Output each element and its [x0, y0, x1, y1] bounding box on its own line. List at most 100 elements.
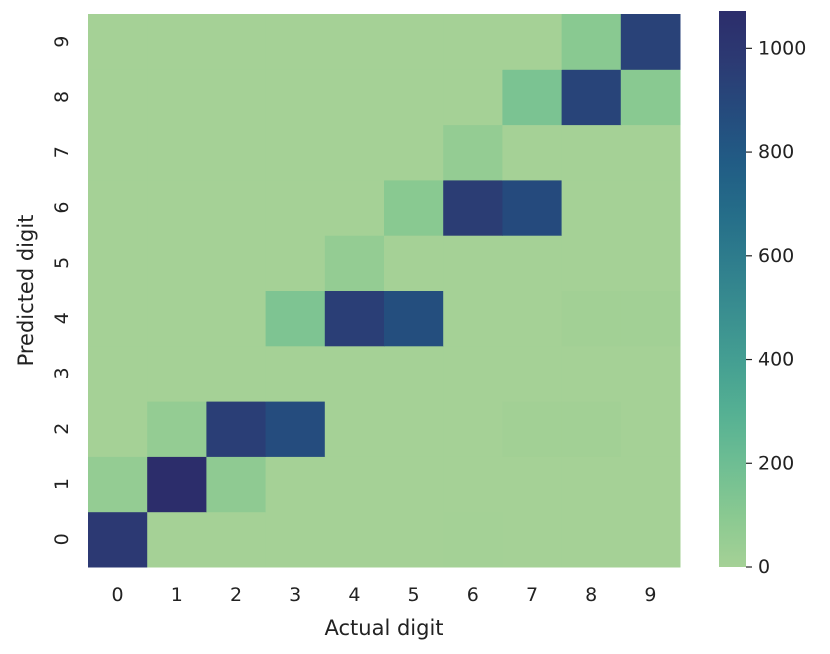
heatmap-cell-pred2-actual4	[324, 401, 385, 457]
heatmap-cell-pred4-actual3	[265, 290, 326, 347]
x-tick-label: 4	[348, 584, 360, 606]
colorbar-tick-label: 600	[758, 245, 794, 267]
heatmap-cell-pred6-actual7	[502, 179, 563, 236]
colorbar-gradient	[719, 11, 746, 567]
heatmap-cell-pred9-actual1	[147, 14, 207, 70]
heatmap-cell-pred9-actual5	[384, 14, 444, 70]
heatmap-cell-pred4-actual0	[88, 290, 148, 347]
heatmap-cell-pred6-actual3	[265, 179, 326, 236]
heatmap-cell-pred8-actual0	[88, 69, 148, 126]
heatmap-cell-pred5-actual2	[206, 235, 267, 291]
x-tick-label: 7	[526, 584, 538, 606]
y-tick-label: 4	[51, 312, 73, 324]
heatmap-cell-pred6-actual6	[443, 179, 503, 236]
y-tick-label: 9	[51, 36, 73, 48]
heatmap-cell-pred5-actual9	[620, 235, 681, 291]
heatmap-cell-pred1-actual4	[324, 456, 385, 513]
heatmap-cell-pred5-actual7	[502, 235, 563, 291]
heatmap-cell-pred5-actual5	[384, 235, 444, 291]
heatmap-cell-pred9-actual9	[620, 14, 681, 70]
heatmap-cell-pred1-actual0	[88, 456, 148, 513]
heatmap-cell-pred0-actual1	[147, 511, 207, 568]
heatmap-cell-pred7-actual1	[147, 124, 207, 181]
heatmap-cell-pred2-actual6	[443, 401, 503, 457]
heatmap-cell-pred9-actual4	[324, 14, 385, 70]
x-tick-label: 3	[289, 584, 301, 606]
heatmap-cell-pred8-actual7	[502, 69, 563, 126]
heatmap-cell-pred6-actual4	[324, 179, 385, 236]
heatmap-cell-pred1-actual3	[265, 456, 326, 513]
heatmap-cell-pred2-actual8	[561, 401, 622, 457]
colorbar-ticks: 0 200 400 600 800 1000	[746, 37, 806, 578]
heatmap-cell-pred9-actual2	[206, 14, 267, 70]
heatmap-cell-pred3-actual7	[502, 345, 563, 402]
heatmap-cell-pred0-actual9	[620, 511, 681, 568]
colorbar	[719, 11, 746, 567]
heatmap-cell-pred9-actual0	[88, 14, 148, 70]
heatmap-cell-pred6-actual0	[88, 179, 148, 236]
x-tick-label: 6	[467, 584, 479, 606]
heatmap-cell-pred6-actual2	[206, 179, 267, 236]
heatmap-cell-pred9-actual8	[561, 14, 622, 70]
heatmap-cell-pred0-actual5	[384, 511, 444, 568]
heatmap-cell-pred2-actual2	[206, 401, 267, 457]
y-axis-label: Predicted digit	[14, 215, 38, 367]
heatmap-cell-pred1-actual6	[443, 456, 503, 513]
y-axis-ticks: 0 1 2 3 4 5 6 7 8 9	[51, 36, 73, 546]
heatmap-cell-pred5-actual0	[88, 235, 148, 291]
y-tick-label: 1	[51, 478, 73, 490]
heatmap-cell-pred3-actual9	[620, 345, 681, 402]
heatmap-cell-pred1-actual8	[561, 456, 622, 513]
heatmap-cell-pred5-actual4	[324, 235, 385, 291]
heatmap-cell-pred7-actual2	[206, 124, 267, 181]
heatmap-cell-pred3-actual2	[206, 345, 267, 402]
heatmap-cell-pred9-actual6	[443, 14, 503, 70]
heatmap-cell-pred4-actual2	[206, 290, 267, 347]
heatmap-cell-pred5-actual1	[147, 235, 207, 291]
heatmap-cell-pred4-actual5	[384, 290, 444, 347]
x-tick-label: 0	[112, 584, 124, 606]
heatmap-cell-pred7-actual7	[502, 124, 563, 181]
heatmap-cell-pred0-actual7	[502, 511, 563, 568]
heatmap-cell-pred8-actual6	[443, 69, 503, 126]
heatmap-cell-pred9-actual3	[265, 14, 326, 70]
heatmap-cell-pred0-actual3	[265, 511, 326, 568]
heatmap-cell-pred4-actual6	[443, 290, 503, 347]
heatmap-cell-pred7-actual9	[620, 124, 681, 181]
heatmap-cell-pred8-actual8	[561, 69, 622, 126]
heatmap-cell-pred3-actual1	[147, 345, 207, 402]
heatmap-cell-pred6-actual1	[147, 179, 207, 236]
heatmap-cell-pred4-actual7	[502, 290, 563, 347]
heatmap-cell-pred2-actual3	[265, 401, 326, 457]
y-tick-label: 3	[51, 367, 73, 379]
x-axis-ticks: 0 1 2 3 4 5 6 7 8 9	[112, 584, 657, 606]
heatmap-cell-pred9-actual7	[502, 14, 563, 70]
heatmap-cell-pred5-actual8	[561, 235, 622, 291]
x-tick-label: 2	[230, 584, 242, 606]
y-tick-label: 7	[51, 146, 73, 158]
x-tick-label: 9	[644, 584, 656, 606]
colorbar-tick-label: 800	[758, 141, 794, 163]
heatmap-cell-pred5-actual3	[265, 235, 326, 291]
heatmap-cells	[88, 14, 681, 568]
heatmap-cell-pred6-actual9	[620, 179, 681, 236]
colorbar-tick-label: 0	[758, 556, 770, 578]
heatmap-cell-pred8-actual2	[206, 69, 267, 126]
heatmap-cell-pred3-actual6	[443, 345, 503, 402]
heatmap-cell-pred7-actual8	[561, 124, 622, 181]
heatmap-cell-pred7-actual4	[324, 124, 385, 181]
x-tick-label: 5	[408, 584, 420, 606]
heatmap-cell-pred0-actual4	[324, 511, 385, 568]
heatmap-cell-pred6-actual5	[384, 179, 444, 236]
y-tick-label: 5	[51, 257, 73, 269]
heatmap-cell-pred3-actual3	[265, 345, 326, 402]
heatmap-cell-pred3-actual0	[88, 345, 148, 402]
heatmap-cell-pred1-actual7	[502, 456, 563, 513]
heatmap-cell-pred7-actual3	[265, 124, 326, 181]
x-axis-label: Actual digit	[324, 616, 443, 640]
y-tick-label: 0	[51, 533, 73, 545]
heatmap-cell-pred8-actual9	[620, 69, 681, 126]
y-tick-label: 8	[51, 91, 73, 103]
